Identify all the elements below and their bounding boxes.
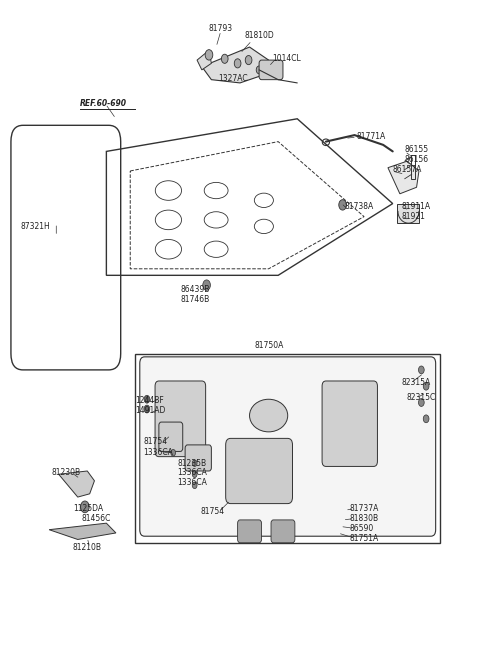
Text: 86156: 86156 [405, 155, 429, 164]
Circle shape [256, 66, 262, 74]
Bar [411, 155, 415, 179]
Circle shape [419, 399, 424, 406]
Circle shape [192, 482, 197, 489]
Text: REF.60-690: REF.60-690 [80, 100, 127, 108]
Circle shape [221, 54, 228, 64]
Circle shape [419, 366, 424, 374]
Text: 81810D: 81810D [245, 31, 275, 40]
Text: 87321H: 87321H [21, 222, 50, 231]
FancyBboxPatch shape [238, 520, 262, 543]
Text: 81737A: 81737A [350, 504, 379, 514]
Text: 82315C: 82315C [406, 394, 435, 402]
FancyBboxPatch shape [259, 60, 283, 80]
Circle shape [339, 200, 347, 210]
Text: 81750A: 81750A [254, 341, 284, 350]
Text: 81230B: 81230B [51, 468, 81, 477]
FancyBboxPatch shape [271, 520, 295, 543]
Text: 81771A: 81771A [357, 132, 386, 141]
Circle shape [203, 280, 210, 290]
FancyBboxPatch shape [159, 422, 183, 451]
Text: 81751A: 81751A [350, 534, 379, 543]
Text: 1014CL: 1014CL [272, 54, 301, 63]
Text: 1336CA: 1336CA [144, 448, 173, 457]
Circle shape [423, 383, 429, 390]
Circle shape [144, 396, 150, 403]
Text: 1336CA: 1336CA [177, 478, 207, 487]
Text: 86590: 86590 [350, 524, 374, 533]
Text: 82315A: 82315A [401, 379, 431, 388]
Text: 1491AD: 1491AD [135, 407, 166, 415]
FancyBboxPatch shape [155, 381, 205, 457]
Text: 1336CA: 1336CA [177, 468, 207, 477]
Circle shape [171, 449, 176, 456]
Circle shape [144, 405, 150, 413]
Text: 1244BF: 1244BF [135, 396, 164, 405]
FancyBboxPatch shape [140, 357, 436, 536]
Circle shape [192, 471, 197, 477]
Circle shape [205, 50, 213, 60]
Text: 81830B: 81830B [350, 514, 379, 523]
Text: 81210B: 81210B [72, 544, 101, 552]
Circle shape [234, 59, 241, 68]
Polygon shape [59, 471, 95, 497]
Ellipse shape [252, 448, 285, 474]
FancyBboxPatch shape [226, 438, 292, 504]
Text: 81793: 81793 [209, 24, 233, 33]
Text: 86439B: 86439B [180, 285, 210, 294]
FancyBboxPatch shape [322, 381, 377, 466]
Circle shape [192, 460, 197, 466]
Text: 86155: 86155 [405, 145, 429, 154]
Text: 81235B: 81235B [177, 458, 206, 468]
Ellipse shape [250, 400, 288, 432]
Circle shape [81, 501, 89, 513]
Circle shape [423, 415, 429, 422]
Text: 81746B: 81746B [180, 295, 210, 304]
Text: 1125DA: 1125DA [73, 504, 103, 514]
Text: 81738A: 81738A [345, 202, 374, 212]
FancyBboxPatch shape [185, 445, 211, 471]
Text: 81921: 81921 [401, 212, 425, 221]
Text: 81754: 81754 [144, 437, 168, 446]
Text: 81456C: 81456C [82, 514, 111, 523]
Text: 1327AC: 1327AC [218, 74, 248, 83]
Circle shape [245, 56, 252, 65]
Text: 86157A: 86157A [393, 165, 422, 174]
Text: 81754: 81754 [201, 507, 225, 516]
Text: 81911A: 81911A [401, 202, 431, 212]
Polygon shape [202, 47, 269, 83]
Polygon shape [397, 204, 419, 223]
Polygon shape [388, 161, 419, 194]
Polygon shape [49, 523, 116, 540]
Polygon shape [197, 50, 211, 70]
